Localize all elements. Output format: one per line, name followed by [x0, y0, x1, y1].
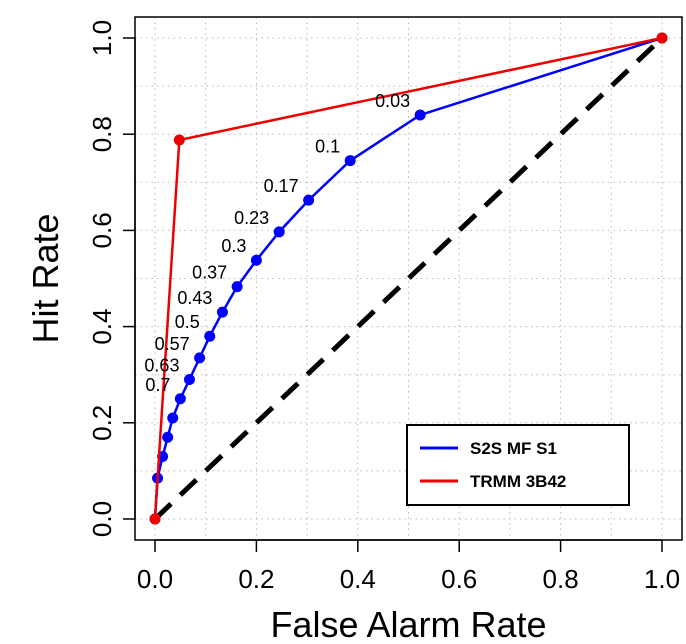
threshold-label: 0.43	[177, 288, 212, 308]
legend-box	[406, 424, 630, 506]
data-point-trmm-3b42	[173, 134, 185, 146]
y-axis: 0.0 0.2 0.4 0.6 0.8 1.0	[87, 20, 136, 537]
threshold-labels: 0.70.630.570.5 0.43 0.37 0.3 0.23 0.17 0.1 0.03	[144, 91, 410, 395]
data-point-s2s-mf-s1	[167, 412, 179, 424]
threshold-label: 0.63	[144, 356, 179, 376]
y-tick-label: 0.8	[87, 116, 117, 152]
threshold-label: 0.1	[315, 137, 340, 157]
data-point-s2s-mf-s1	[216, 306, 228, 318]
data-point-s2s-mf-s1	[303, 194, 315, 206]
data-point-s2s-mf-s1	[344, 155, 356, 167]
threshold-label: 0.23	[234, 208, 269, 228]
data-point-s2s-mf-s1	[250, 254, 262, 266]
x-tick-label: 0.2	[238, 564, 274, 594]
x-axis: 0.0 0.2 0.4 0.6 0.8 1.0	[137, 539, 680, 594]
diagonal-reference-line	[153, 36, 664, 521]
data-point-s2s-mf-s1	[231, 281, 243, 293]
x-axis-title: False Alarm Rate	[270, 604, 546, 644]
x-tick-label: 0.6	[441, 564, 477, 594]
x-tick-label: 0.0	[137, 564, 173, 594]
data-point-s2s-mf-s1	[194, 352, 206, 364]
legend: S2S MF S1 TRMM 3B42	[406, 424, 630, 506]
threshold-label: 0.17	[264, 176, 299, 196]
y-axis-title: Hit Rate	[25, 213, 66, 343]
threshold-label: 0.5	[175, 312, 200, 332]
y-tick-label: 1.0	[87, 20, 117, 56]
threshold-label: 0.3	[221, 236, 246, 256]
y-tick-label: 0.0	[87, 501, 117, 537]
series-layer	[149, 32, 668, 525]
threshold-label: 0.03	[375, 91, 410, 111]
threshold-label: 0.57	[155, 334, 190, 354]
threshold-label: 0.7	[145, 375, 170, 395]
x-tick-label: 1.0	[644, 564, 680, 594]
y-tick-label: 0.6	[87, 212, 117, 248]
legend-label: TRMM 3B42	[470, 472, 566, 491]
data-point-s2s-mf-s1	[273, 226, 285, 238]
y-tick-label: 0.4	[87, 309, 117, 345]
x-tick-label: 0.8	[543, 564, 579, 594]
x-tick-label: 0.4	[340, 564, 376, 594]
y-tick-label: 0.2	[87, 405, 117, 441]
threshold-label: 0.37	[192, 263, 227, 283]
data-point-s2s-mf-s1	[204, 330, 216, 342]
data-point-trmm-3b42	[149, 513, 161, 525]
data-point-s2s-mf-s1	[414, 109, 426, 121]
data-point-trmm-3b42	[656, 32, 668, 44]
legend-label: S2S MF S1	[470, 439, 557, 458]
data-point-s2s-mf-s1	[162, 431, 174, 443]
data-point-s2s-mf-s1	[183, 374, 195, 386]
data-point-s2s-mf-s1	[174, 393, 186, 405]
